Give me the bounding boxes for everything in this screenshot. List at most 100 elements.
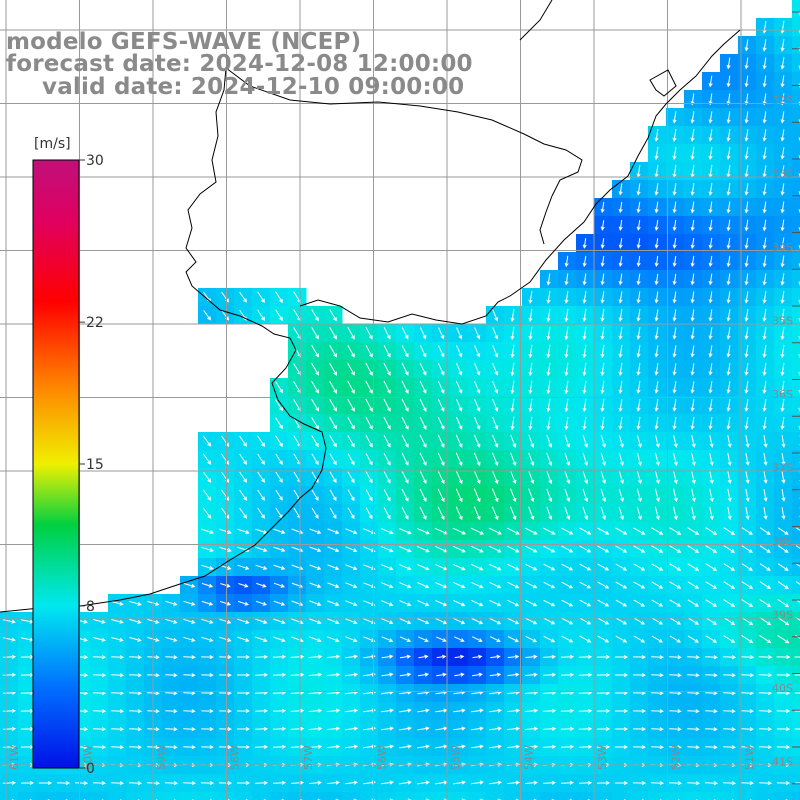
wind-arrow [436,672,447,677]
wind-arrow [615,708,629,714]
wind-arrow [381,528,394,535]
wind-arrow [781,489,786,502]
wind-arrow [672,327,677,340]
wind-arrow [794,728,800,730]
longitude-label: 52W [670,745,683,770]
wind-arrow [419,398,427,412]
wind-arrow [528,416,533,431]
wind-arrow [582,452,589,467]
wind-arrow [654,363,659,376]
wind-arrow [561,545,574,553]
wind-arrow [345,654,358,659]
wind-speed-cell [792,792,800,800]
wind-arrow [311,399,319,412]
wind-arrow [347,489,355,502]
wind-arrow [383,452,391,466]
wind-arrow [311,417,319,430]
wind-arrow [311,345,319,358]
wind-arrow [744,399,749,412]
wind-arrow [690,111,695,124]
wind-arrow [723,745,736,750]
wind-arrow [416,527,430,535]
wind-arrow [759,545,771,553]
wind-arrow [744,273,749,286]
wind-arrow [417,564,430,571]
wind-arrow [618,434,624,448]
wind-arrow [365,416,373,430]
wind-arrow [561,635,574,643]
wind-arrow [687,563,700,571]
wind-arrow [636,452,642,467]
wind-arrow [727,452,732,467]
wind-arrow [257,291,265,303]
wind-arrow [546,470,553,485]
wind-arrow [687,709,700,714]
wind-arrow [510,470,517,485]
wind-arrow [618,488,624,503]
wind-arrow [740,691,755,696]
wind-arrow [542,744,557,749]
wind-arrow [220,583,231,588]
wind-speed-cell [306,792,325,800]
wind-arrow [347,507,355,520]
wind-arrow [219,726,232,732]
wind-arrow [777,634,790,644]
wind-arrow [564,273,569,286]
wind-arrow [371,798,376,800]
wind-arrow [417,636,429,642]
wind-arrow [708,146,713,161]
colorbar-unit: [m/s] [34,136,71,152]
wind-arrow [727,435,732,448]
wind-arrow [654,488,660,503]
wind-arrow [705,727,718,732]
wind-arrow [777,599,790,608]
wind-arrow [272,672,287,677]
wind-arrow [669,599,682,607]
wind-arrow [600,220,605,231]
wind-arrow [419,380,427,394]
wind-arrow [744,291,749,304]
wind-arrow [722,781,737,786]
wind-arrow [798,263,800,268]
wind-arrow [92,673,107,678]
wind-arrow [690,93,695,106]
wind-speed-cell [90,792,109,800]
wind-arrow [705,527,718,535]
wind-arrow [798,425,800,431]
wind-arrow [600,201,605,214]
wind-speed-cell [792,18,800,37]
wind-arrow [780,183,785,196]
wind-arrow [672,291,677,304]
wind-arrow [202,489,212,501]
wind-arrow [633,654,646,660]
wind-arrow [618,398,623,413]
wind-speed-cell [792,396,800,415]
wind-arrow [74,781,89,786]
wind-arrow [453,726,466,731]
wind-arrow [762,344,767,359]
wind-arrow [309,546,322,552]
wind-arrow [200,546,214,552]
wind-arrow [383,434,391,448]
wind-arrow [798,119,800,124]
wind-arrow [365,398,373,412]
wind-speed-cell [162,792,181,800]
wind-arrow [596,708,611,714]
wind-arrow [777,545,789,553]
wind-arrow [110,673,125,678]
wind-arrow [524,527,538,535]
wind-arrow [309,636,322,643]
wind-arrow [669,709,682,714]
wind-arrow [633,672,646,678]
wind-arrow [798,389,800,395]
wind-arrow [741,617,754,626]
wind-arrow [437,398,445,412]
wind-arrow [272,708,287,713]
wind-speed-cell [180,792,199,800]
wind-arrow [345,546,358,553]
wind-arrow [291,636,304,643]
wind-arrow [389,798,394,800]
wind-arrow [329,489,337,501]
wind-arrow [219,708,232,714]
